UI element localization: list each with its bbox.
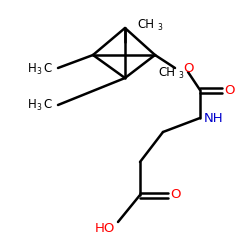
Text: 3: 3 xyxy=(157,22,162,32)
Text: 3: 3 xyxy=(36,104,41,112)
Text: O: O xyxy=(183,62,194,74)
Text: NH: NH xyxy=(204,112,224,124)
Text: C: C xyxy=(43,62,51,74)
Text: H: H xyxy=(28,98,37,112)
Text: 3: 3 xyxy=(178,72,183,80)
Text: O: O xyxy=(170,188,180,202)
Text: C: C xyxy=(43,98,51,112)
Text: H: H xyxy=(28,62,37,74)
Text: O: O xyxy=(224,84,234,96)
Text: CH: CH xyxy=(137,18,154,30)
Text: 3: 3 xyxy=(36,66,41,76)
Text: HO: HO xyxy=(95,222,116,234)
Text: CH: CH xyxy=(158,66,175,80)
